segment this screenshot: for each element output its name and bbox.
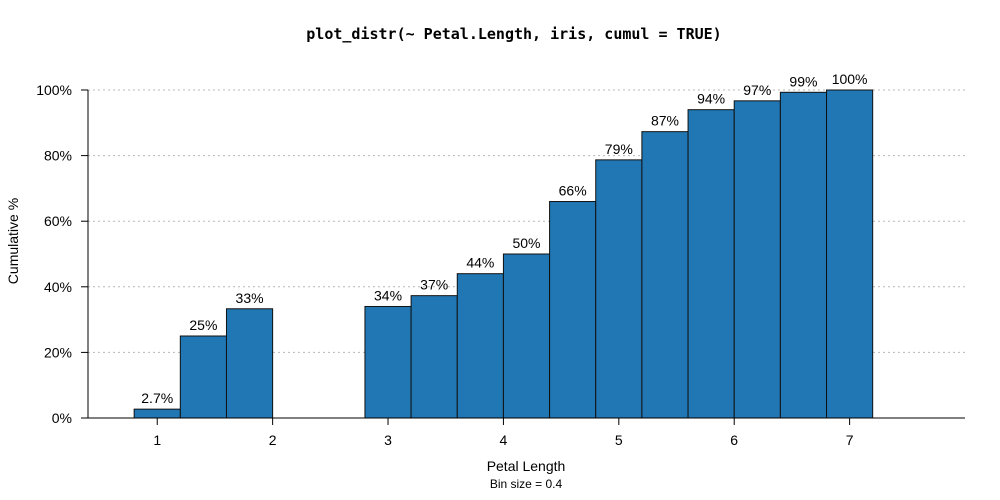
bar-value-label: 99% — [789, 73, 817, 89]
bar-labels: 2.7% 25% 33% 34% 37% 44% 50% 66% 79% 87% 94% 97% 99%… — [141, 71, 867, 406]
bar — [779, 91, 828, 419]
bar-value-label: 66% — [559, 183, 587, 199]
x-tick-label: 5 — [615, 432, 623, 448]
bars — [133, 89, 874, 419]
y-tick-label: 40% — [44, 279, 72, 295]
bar-value-label: 50% — [512, 235, 540, 251]
bar-value-label: 79% — [605, 141, 633, 157]
bar-value-label: 37% — [420, 277, 448, 293]
bar-value-label: 97% — [743, 82, 771, 98]
bar-value-label: 100% — [832, 71, 868, 87]
axes: 1 2 3 4 5 6 7 0% 20% 40% 60% 80% 100% — [36, 82, 965, 448]
bar — [364, 305, 412, 419]
bar-value-label: 34% — [374, 287, 402, 303]
x-tick-label: 1 — [153, 432, 161, 448]
bar-value-label: 87% — [651, 113, 679, 129]
bar — [502, 253, 551, 419]
y-axis-label: Cumulative % — [5, 198, 21, 284]
chart-title: plot_distr(~ Petal.Length, iris, cumul =… — [306, 25, 721, 43]
x-tick-label: 3 — [384, 432, 392, 448]
x-tick-label: 2 — [269, 432, 277, 448]
bin-size-note: Bin size = 0.4 — [490, 477, 563, 491]
bar — [595, 159, 643, 419]
bar — [456, 273, 504, 419]
bar — [133, 408, 181, 419]
y-tick-label: 60% — [44, 213, 72, 229]
bar — [826, 89, 874, 419]
x-tick-label: 7 — [846, 432, 854, 448]
bar-value-label: 94% — [697, 91, 725, 107]
bar-value-label: 33% — [236, 290, 264, 306]
bar — [410, 295, 458, 419]
bar — [687, 109, 735, 419]
bar-value-label: 25% — [189, 317, 217, 333]
bar — [641, 131, 689, 419]
y-tick-label: 100% — [36, 82, 72, 98]
y-tick-label: 80% — [44, 148, 72, 164]
bar-value-label: 44% — [466, 255, 494, 271]
bar-value-label: 2.7% — [141, 390, 173, 406]
bar — [733, 100, 781, 419]
bar — [225, 308, 274, 419]
bar — [549, 201, 597, 419]
y-tick-label: 20% — [44, 344, 72, 360]
y-tick-label: 0% — [52, 410, 72, 426]
x-tick-label: 6 — [730, 432, 738, 448]
bar — [179, 335, 227, 419]
x-tick-label: 4 — [500, 432, 508, 448]
x-axis-label: Petal Length — [487, 458, 566, 474]
